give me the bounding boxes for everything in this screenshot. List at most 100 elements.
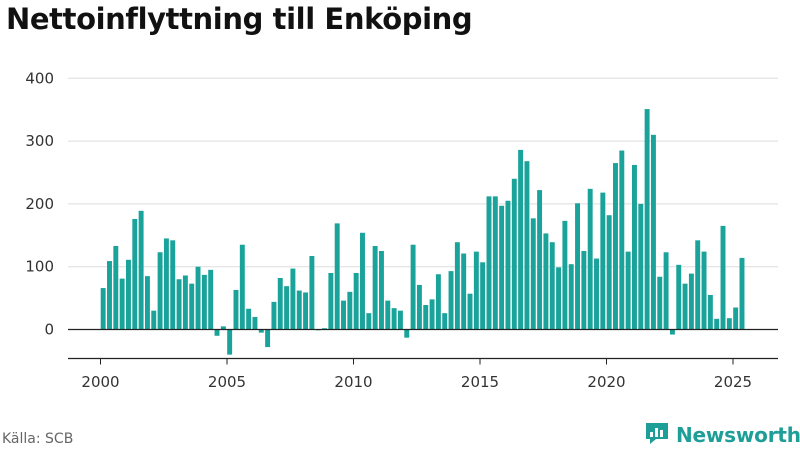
bar — [309, 256, 315, 330]
bar — [404, 329, 410, 338]
bar — [252, 316, 258, 330]
bar — [195, 266, 201, 330]
bar — [638, 203, 644, 330]
bar — [682, 283, 688, 330]
bar — [182, 275, 188, 330]
y-tick-label: 0 — [44, 321, 54, 339]
bar — [157, 252, 163, 330]
bar — [353, 272, 359, 330]
bar — [695, 240, 701, 330]
bars — [100, 109, 745, 355]
bar — [372, 245, 378, 330]
bar — [733, 307, 739, 330]
bar — [429, 299, 435, 330]
bar — [492, 196, 498, 330]
bar — [239, 244, 245, 330]
bar — [726, 318, 732, 330]
bar — [480, 262, 486, 330]
bar — [543, 233, 549, 330]
bar — [341, 300, 346, 330]
bar — [151, 310, 157, 330]
bar — [562, 220, 568, 330]
bar — [606, 215, 612, 330]
bar — [284, 286, 290, 330]
bar — [265, 329, 271, 348]
bar — [581, 251, 587, 330]
bar — [271, 301, 277, 330]
bar — [499, 205, 505, 330]
bar — [505, 200, 511, 330]
bar — [132, 218, 138, 330]
bar — [107, 261, 112, 330]
bar — [296, 290, 302, 330]
bar — [537, 190, 543, 330]
bar — [378, 251, 384, 330]
bar — [322, 328, 328, 330]
bar — [707, 294, 713, 330]
bar — [467, 293, 473, 330]
bar — [473, 251, 479, 330]
x-tick-label: 2010 — [334, 373, 372, 391]
brand-logo[interactable]: Newsworthy — [644, 420, 800, 450]
bar — [625, 251, 631, 330]
bar — [454, 242, 460, 330]
bar — [714, 318, 720, 330]
bar — [334, 223, 340, 330]
newsworthy-logo-icon — [644, 420, 670, 450]
bar — [214, 329, 220, 336]
bar — [600, 192, 606, 330]
bar — [416, 284, 422, 330]
bar — [208, 269, 214, 330]
bar — [739, 257, 745, 330]
bar — [442, 313, 448, 330]
bar — [385, 300, 391, 330]
y-tick-label: 400 — [25, 69, 54, 87]
bar — [220, 326, 226, 330]
bar — [176, 279, 182, 330]
bar — [631, 164, 637, 330]
bar — [657, 276, 663, 330]
bar — [644, 109, 650, 330]
bar — [125, 259, 131, 330]
bar — [397, 310, 403, 330]
bar — [163, 238, 169, 330]
x-tick-label: 2025 — [714, 373, 752, 391]
y-axis-tick-labels: 0 100 200 300 400 — [25, 69, 54, 338]
bar — [227, 329, 233, 355]
bar — [587, 188, 593, 330]
bar — [650, 134, 656, 330]
bar — [410, 244, 416, 330]
bar — [138, 210, 144, 330]
bar — [486, 196, 492, 330]
page-title: Nettoinflyttning till Enköping — [6, 2, 473, 36]
bar — [448, 271, 454, 330]
bar — [676, 264, 682, 330]
bar — [246, 308, 252, 330]
bar — [663, 252, 669, 330]
bar — [511, 178, 517, 330]
bar — [435, 274, 441, 330]
bar — [189, 283, 195, 330]
bar — [391, 308, 397, 330]
bar — [619, 150, 625, 330]
y-tick-label: 200 — [25, 195, 54, 213]
bar — [575, 203, 581, 330]
bar — [360, 232, 365, 330]
bar — [233, 289, 239, 330]
brand-name: Newsworthy — [676, 423, 800, 447]
bar — [290, 268, 296, 330]
source-note: Källa: SCB — [2, 431, 74, 447]
bar — [669, 329, 675, 335]
bar — [144, 276, 150, 330]
bar — [701, 251, 707, 330]
y-tick-label: 300 — [25, 132, 54, 150]
x-axis: 2000 2005 2010 2015 2020 2025 — [68, 357, 778, 391]
bar — [258, 329, 264, 333]
x-tick-label: 2015 — [461, 373, 499, 391]
bar — [568, 264, 574, 330]
bar — [688, 273, 694, 330]
bar — [594, 258, 599, 330]
bar — [461, 253, 467, 330]
bar — [100, 288, 106, 330]
